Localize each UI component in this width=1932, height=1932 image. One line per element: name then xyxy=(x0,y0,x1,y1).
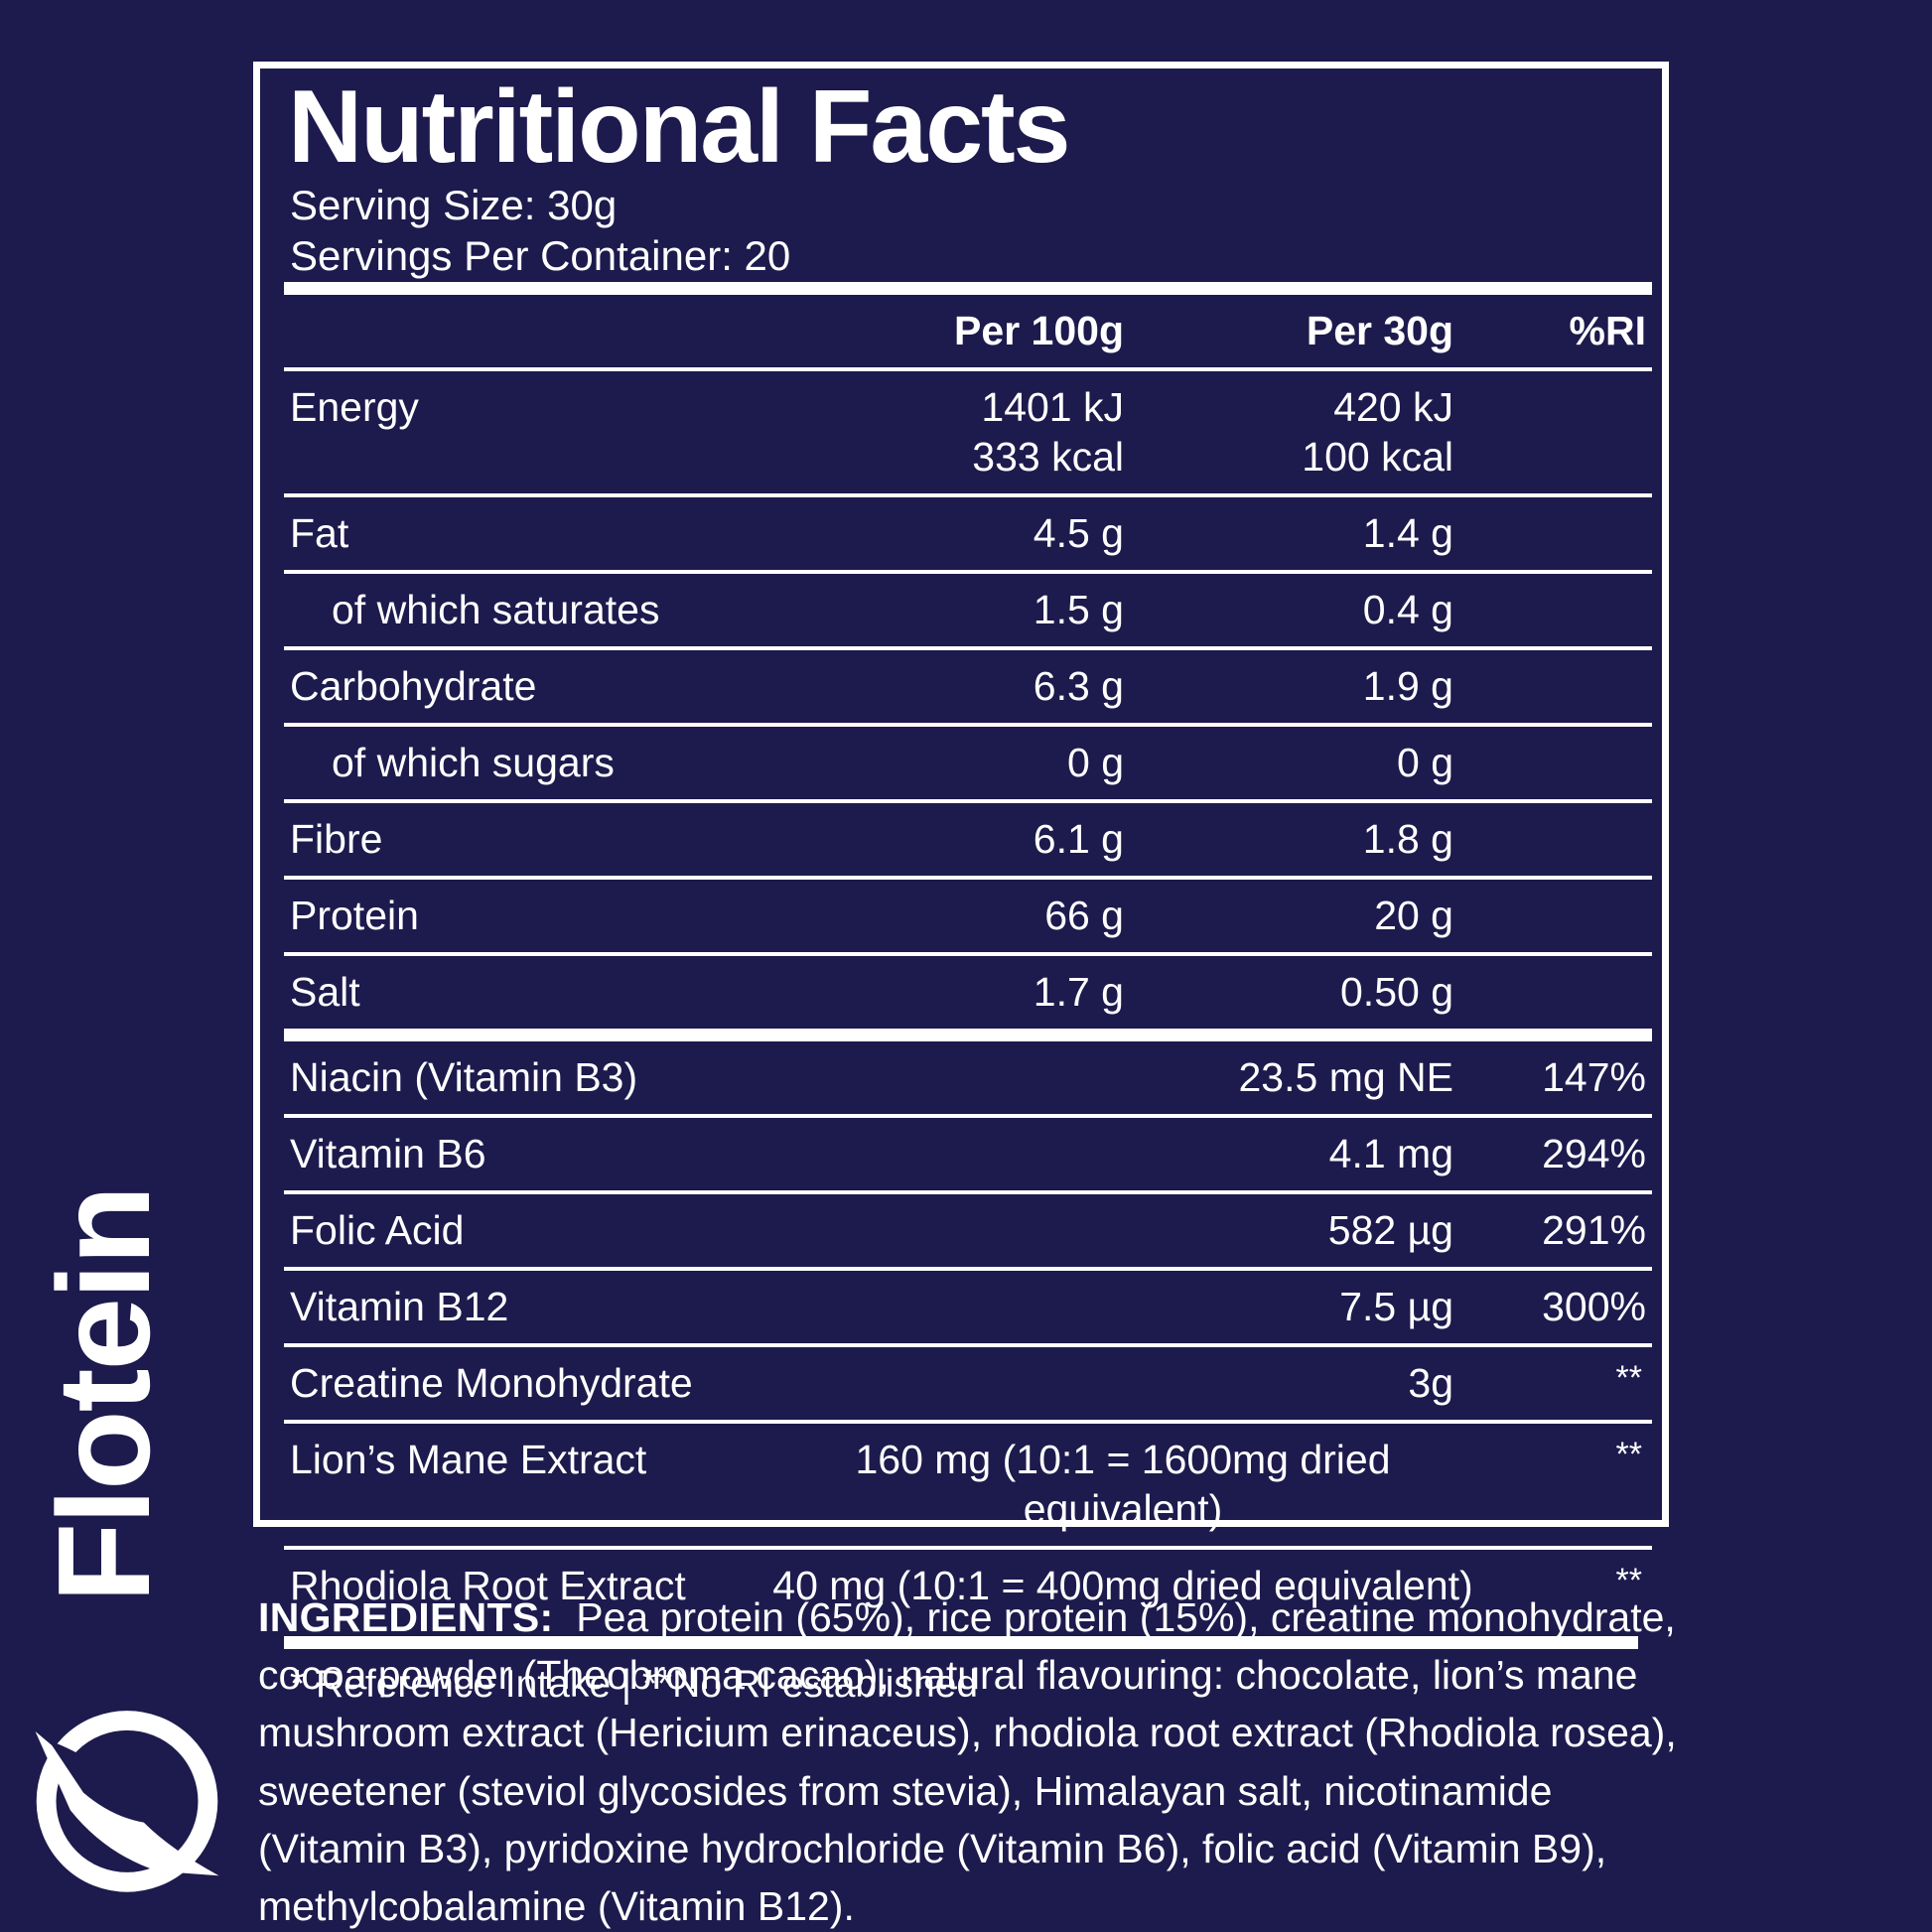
nutrient-ri: ** xyxy=(1495,1342,1652,1422)
nutrient-per-100g: 1401 kJ 333 kcal xyxy=(751,369,1168,495)
energy-kcal-30g: 100 kcal xyxy=(1302,433,1453,480)
nutrient-ri xyxy=(1495,798,1652,878)
nutrient-per-100g: 6.3 g xyxy=(751,645,1168,725)
table-row: Salt 1.7 g 0.50 g xyxy=(284,951,1652,1035)
page-title: Nutritional Facts xyxy=(288,69,1071,185)
extract-value: 40 mg (10:1 = 400mg dried equivalent) xyxy=(751,1545,1495,1622)
nutrient-per-100g: 66 g xyxy=(751,875,1168,954)
table-row: Folic Acid 582 µg 291% xyxy=(284,1189,1652,1269)
table-row: Fibre 6.1 g 1.8 g xyxy=(284,798,1652,878)
nutrient-name: Protein xyxy=(284,875,751,954)
nutrient-ri xyxy=(1495,569,1652,648)
servings-per-container: Servings Per Container: 20 xyxy=(290,232,791,280)
brand-name: Flotein xyxy=(31,1186,177,1603)
nutrient-ri: 300% xyxy=(1495,1266,1652,1345)
table-row: Creatine Monohydrate 3g ** xyxy=(284,1342,1652,1422)
table-row: Rhodiola Root Extract 40 mg (10:1 = 400m… xyxy=(284,1545,1652,1622)
nutrient-per-100g: 1.7 g xyxy=(751,951,1168,1035)
table-row: Vitamin B6 4.1 mg 294% xyxy=(284,1113,1652,1192)
nutrient-name: of which sugars xyxy=(284,722,751,801)
nutrient-per-30g: 20 g xyxy=(1168,875,1495,954)
nutrient-name: Carbohydrate xyxy=(284,645,751,725)
table-row: Protein 66 g 20 g xyxy=(284,875,1652,954)
nutrient-per-30g: 7.5 µg xyxy=(1168,1266,1495,1345)
nutrient-name: Fat xyxy=(284,492,751,572)
nutrient-per-100g: 0 g xyxy=(751,722,1168,801)
table-row: of which sugars 0 g 0 g xyxy=(284,722,1652,801)
nutrient-ri: ** xyxy=(1495,1545,1652,1622)
nutrient-ri: ** xyxy=(1495,1419,1652,1548)
column-header-per-100g: Per 100g xyxy=(751,281,1168,371)
nutrition-panel: Nutritional Facts Serving Size: 30g Serv… xyxy=(253,62,1669,1706)
nutrient-per-30g: 4.1 mg xyxy=(1168,1113,1495,1192)
nutrient-ri: 294% xyxy=(1495,1113,1652,1192)
energy-kj-100g: 1401 kJ xyxy=(981,383,1124,430)
nutrient-name: Niacin (Vitamin B3) xyxy=(284,1028,751,1116)
nutrient-name: Vitamin B12 xyxy=(284,1266,751,1345)
nutrient-per-30g: 1.9 g xyxy=(1168,645,1495,725)
nutrient-per-100g xyxy=(751,1342,1168,1422)
extract-value: 160 mg (10:1 = 1600mg dried equivalent) xyxy=(751,1419,1495,1548)
nutrient-ri xyxy=(1495,951,1652,1035)
nutrient-per-100g: 4.5 g xyxy=(751,492,1168,572)
reference-intake-footnote: * Reference Intake | **No RI established xyxy=(290,1662,979,1706)
table-row: Fat 4.5 g 1.4 g xyxy=(284,492,1652,572)
nutrient-ri xyxy=(1495,722,1652,801)
nutrient-per-100g: 1.5 g xyxy=(751,569,1168,648)
column-header-name xyxy=(284,281,751,371)
nutrient-per-30g: 3g xyxy=(1168,1342,1495,1422)
table-header-row: Per 100g Per 30g %RI xyxy=(284,281,1652,371)
nutrient-per-30g: 0.50 g xyxy=(1168,951,1495,1035)
table-row: of which saturates 1.5 g 0.4 g xyxy=(284,569,1652,648)
serving-size: Serving Size: 30g xyxy=(290,182,618,229)
nutrient-per-30g: 420 kJ 100 kcal xyxy=(1168,369,1495,495)
nutrient-name: Fibre xyxy=(284,798,751,878)
ingredients-label: INGREDIENTS: xyxy=(258,1594,554,1640)
energy-kj-30g: 420 kJ xyxy=(1333,383,1453,430)
nutrient-ri: 147% xyxy=(1495,1028,1652,1116)
nutrient-name: Creatine Monohydrate xyxy=(284,1342,751,1422)
table-row: Niacin (Vitamin B3) 23.5 mg NE 147% xyxy=(284,1028,1652,1116)
table-row: Vitamin B12 7.5 µg 300% xyxy=(284,1266,1652,1345)
nutrition-table: Per 100g Per 30g %RI Energy 1401 kJ 333 … xyxy=(284,281,1652,1622)
nutrient-ri xyxy=(1495,875,1652,954)
table-bottom-rule xyxy=(284,1635,1638,1649)
nutrient-ri xyxy=(1495,369,1652,495)
leaf-circle-logo-icon xyxy=(18,1688,236,1906)
nutrient-per-30g: 1.8 g xyxy=(1168,798,1495,878)
nutrient-per-100g: 6.1 g xyxy=(751,798,1168,878)
nutrient-name: Vitamin B6 xyxy=(284,1113,751,1192)
ingredients-block: INGREDIENTS: Pea protein (65%), rice pro… xyxy=(258,1588,1688,1932)
energy-kcal-100g: 333 kcal xyxy=(972,433,1124,480)
column-header-ri: %RI xyxy=(1495,281,1652,371)
ingredients-text: Pea protein (65%), rice protein (15%), c… xyxy=(258,1594,1677,1930)
nutrient-name: Lion’s Mane Extract xyxy=(284,1419,751,1548)
nutrient-ri: 291% xyxy=(1495,1189,1652,1269)
nutrient-name: Folic Acid xyxy=(284,1189,751,1269)
nutrient-per-100g xyxy=(751,1028,1168,1116)
table-row: Carbohydrate 6.3 g 1.9 g xyxy=(284,645,1652,725)
nutrient-per-30g: 582 µg xyxy=(1168,1189,1495,1269)
brand-logo: Flotein xyxy=(0,1033,248,1926)
table-row: Energy 1401 kJ 333 kcal 420 kJ 100 kcal xyxy=(284,369,1652,495)
nutrient-per-100g xyxy=(751,1266,1168,1345)
nutrient-per-30g: 23.5 mg NE xyxy=(1168,1028,1495,1116)
nutrient-ri xyxy=(1495,492,1652,572)
nutrient-per-30g: 0 g xyxy=(1168,722,1495,801)
nutrient-per-100g xyxy=(751,1189,1168,1269)
table-row: Lion’s Mane Extract 160 mg (10:1 = 1600m… xyxy=(284,1419,1652,1548)
nutrient-per-30g: 1.4 g xyxy=(1168,492,1495,572)
nutrient-ri xyxy=(1495,645,1652,725)
nutrient-name: Rhodiola Root Extract xyxy=(284,1545,751,1622)
column-header-per-30g: Per 30g xyxy=(1168,281,1495,371)
nutrient-name: Energy xyxy=(290,383,419,430)
nutrient-per-100g xyxy=(751,1113,1168,1192)
nutrient-name: Salt xyxy=(284,951,751,1035)
nutrient-per-30g: 0.4 g xyxy=(1168,569,1495,648)
nutrient-name: of which saturates xyxy=(284,569,751,648)
